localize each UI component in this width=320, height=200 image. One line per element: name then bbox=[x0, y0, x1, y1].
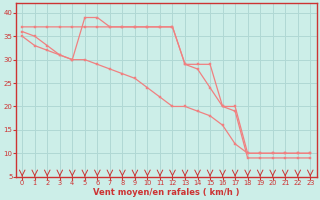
X-axis label: Vent moyen/en rafales ( km/h ): Vent moyen/en rafales ( km/h ) bbox=[93, 188, 239, 197]
